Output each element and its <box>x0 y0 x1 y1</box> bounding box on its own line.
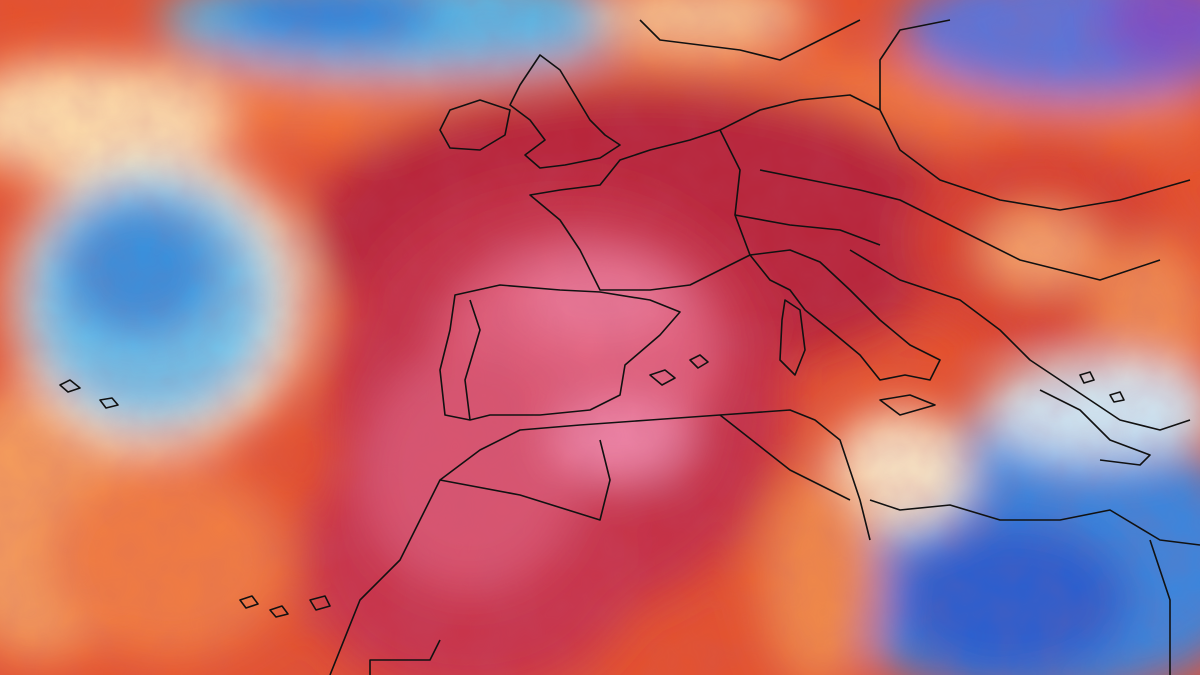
coastlines <box>59 19 1200 675</box>
